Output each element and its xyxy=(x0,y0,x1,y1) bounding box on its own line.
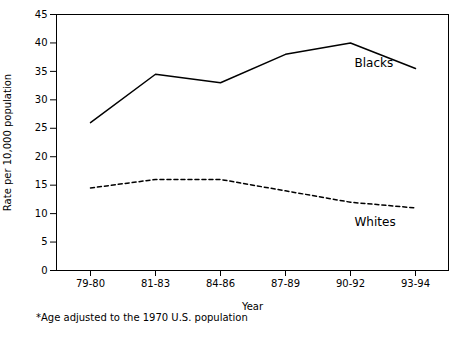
svg-text:Rate per 10,000 population: Rate per 10,000 population xyxy=(2,74,13,211)
svg-text:90-92: 90-92 xyxy=(336,278,365,289)
svg-text:84-86: 84-86 xyxy=(206,278,235,289)
svg-text:25: 25 xyxy=(35,122,48,133)
svg-text:93-94: 93-94 xyxy=(401,278,430,289)
svg-text:45: 45 xyxy=(35,9,48,20)
svg-text:35: 35 xyxy=(35,66,48,77)
svg-text:20: 20 xyxy=(35,151,48,162)
svg-text:87-89: 87-89 xyxy=(271,278,300,289)
svg-text:Whites: Whites xyxy=(355,215,396,229)
svg-text:79-80: 79-80 xyxy=(76,278,105,289)
svg-text:81-83: 81-83 xyxy=(141,278,170,289)
svg-text:15: 15 xyxy=(35,179,48,190)
svg-text:Year: Year xyxy=(241,301,264,312)
svg-text:Blacks: Blacks xyxy=(355,56,394,70)
svg-text:5: 5 xyxy=(41,236,47,247)
html-text:*Age adjusted to the 1970 U.S.: *Age adjusted to the 1970 U.S. populatio… xyxy=(36,312,248,323)
svg-text:40: 40 xyxy=(35,37,48,48)
svg-text:30: 30 xyxy=(35,94,48,105)
svg-text:10: 10 xyxy=(35,208,48,219)
svg-text:0: 0 xyxy=(41,265,47,276)
